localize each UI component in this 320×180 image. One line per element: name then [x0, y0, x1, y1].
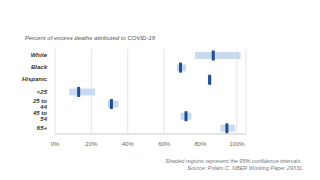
- svg-text:60%: 60%: [158, 141, 171, 147]
- svg-text:<25: <25: [37, 89, 48, 95]
- svg-text:100%: 100%: [229, 141, 245, 147]
- svg-text:45 to54: 45 to54: [32, 110, 48, 122]
- html-text:Percent of excess deaths attri: Percent of excess deaths attributed to C…: [25, 35, 156, 41]
- svg-text:80%: 80%: [195, 141, 208, 147]
- html-text:Shaded regions represent the 9: Shaded regions represent the 95% confide…: [165, 158, 302, 164]
- svg-text:40%: 40%: [122, 141, 135, 147]
- svg-text:25 to44: 25 to44: [32, 98, 48, 110]
- svg-text:Hispanic: Hispanic: [22, 76, 48, 82]
- svg-text:White: White: [31, 52, 48, 58]
- svg-text:Black: Black: [31, 64, 48, 70]
- svg-text:65+: 65+: [37, 125, 48, 131]
- html-text:Source: Polam C, NBER Working: Source: Polam C, NBER Working Paper 2933…: [187, 165, 302, 171]
- svg-text:20%: 20%: [85, 141, 98, 147]
- svg-text:0%: 0%: [51, 141, 60, 147]
